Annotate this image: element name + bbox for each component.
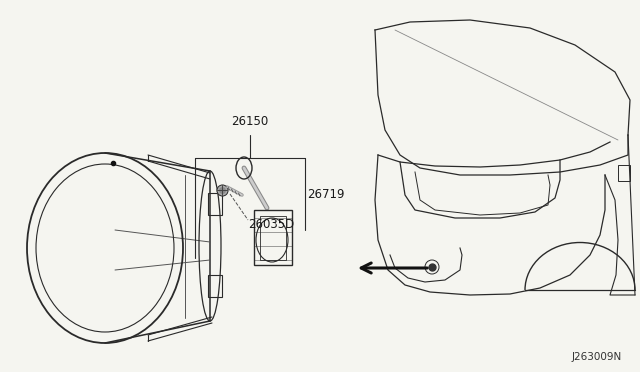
Text: J263009N: J263009N [572, 352, 622, 362]
Bar [208, 193, 222, 215]
Text: 26035D: 26035D [248, 218, 294, 231]
Bar [618, 165, 630, 181]
Bar [254, 210, 292, 265]
Bar [260, 216, 286, 260]
Bar [208, 275, 222, 297]
Text: 26150: 26150 [232, 115, 269, 128]
Text: 26719: 26719 [307, 189, 344, 202]
